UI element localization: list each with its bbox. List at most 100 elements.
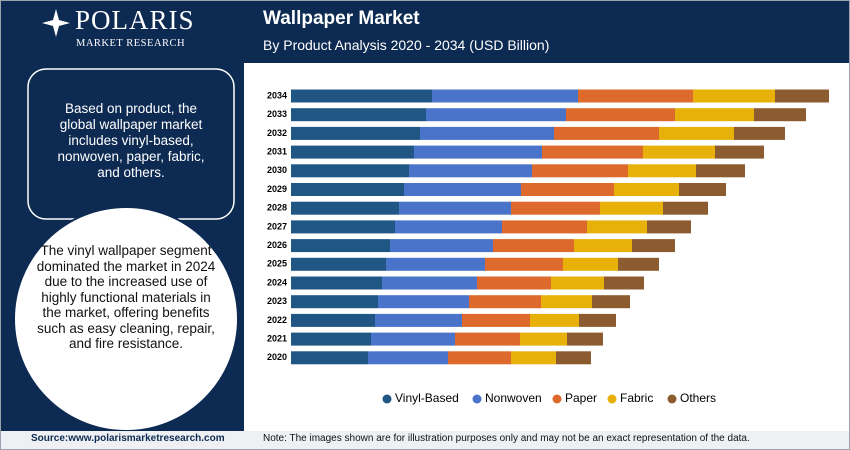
bar-segment (567, 332, 603, 346)
bar-segment (291, 126, 420, 140)
bar-segment (566, 108, 675, 122)
bar-segment (647, 220, 691, 234)
bar-segment (291, 257, 386, 271)
bar-segment (493, 239, 574, 253)
bar-segment (426, 108, 566, 122)
brand-name: POLARIS (75, 5, 195, 35)
bar-segment (628, 164, 696, 178)
legend-swatch (382, 394, 392, 404)
bar-segment (659, 126, 734, 140)
bar-segment (371, 332, 455, 346)
bar-segment (563, 257, 618, 271)
bar-segment (578, 89, 693, 103)
bar-segment (693, 89, 775, 103)
bar-segment (551, 276, 604, 290)
bar-segment (382, 276, 477, 290)
bar-segment (291, 295, 378, 309)
y-tick-label: 2030 (267, 165, 287, 175)
bar-segment (679, 183, 726, 196)
bar-segment (291, 239, 390, 253)
brand-tagline: MARKET RESEARCH (76, 38, 186, 49)
bar-segment (715, 145, 764, 159)
bar-segment (291, 332, 371, 346)
bar-segment (291, 183, 404, 196)
y-tick-label: 2032 (267, 128, 287, 138)
bar-segment (592, 295, 630, 309)
y-tick-label: 2025 (267, 259, 287, 269)
logo-icon (42, 9, 70, 37)
bar-segment (632, 239, 675, 253)
bar-segment (530, 313, 579, 327)
y-tick-label: 2021 (267, 333, 287, 343)
bar-segment (485, 257, 563, 271)
bar-segment (754, 108, 806, 122)
bar-segment (618, 257, 659, 271)
legend-label: Nonwoven (485, 391, 542, 405)
bar-segment (614, 183, 679, 196)
legend-label: Vinyl-Based (395, 391, 459, 405)
bar-segment (291, 220, 395, 234)
note-text: Note: The images shown are for illustrat… (263, 433, 750, 444)
bar-segment (390, 239, 493, 253)
bar-segment (409, 164, 532, 178)
chart-subtitle: By Product Analysis 2020 - 2034 (USD Bil… (263, 37, 550, 53)
legend-label: Paper (565, 391, 597, 405)
bar-segment (600, 201, 663, 215)
legend-swatch (667, 394, 677, 404)
bar-segment (291, 201, 399, 215)
bar-segment (520, 332, 567, 346)
bar-segment (291, 145, 414, 159)
bar-segment (775, 89, 829, 103)
bar-segment (432, 89, 578, 103)
bar-segment (477, 276, 551, 290)
bar-segment (291, 313, 375, 327)
highlight-text: The vinyl wallpaper segment dominated th… (36, 243, 216, 351)
bar-segment (696, 164, 745, 178)
bar-segment (502, 220, 587, 234)
legend-swatch (607, 394, 617, 404)
bar-segment (399, 201, 511, 215)
bar-segment (462, 313, 530, 327)
bar-segment (448, 351, 511, 365)
bar-segment (542, 145, 643, 159)
y-tick-label: 2033 (267, 109, 287, 119)
bar-segment (368, 351, 448, 365)
legend-label: Others (680, 391, 716, 405)
bar-segment (378, 295, 469, 309)
bar-segment (291, 108, 426, 122)
bar-segment (663, 201, 708, 215)
bar-segment (643, 145, 715, 159)
bar-segment (469, 295, 541, 309)
y-tick-label: 2027 (267, 221, 287, 231)
y-tick-label: 2028 (267, 203, 287, 213)
bar-segment (395, 220, 502, 234)
bar-segment (386, 257, 485, 271)
source-text: Source:www.polarismarketresearch.com (31, 433, 225, 444)
bar-segment (574, 239, 632, 253)
legend-label: Fabric (620, 391, 653, 405)
bar-segment (291, 351, 368, 365)
bar-segment (291, 276, 382, 290)
bar-segment (675, 108, 754, 122)
y-tick-label: 2020 (267, 352, 287, 362)
bar-segment (420, 126, 554, 140)
y-tick-label: 2029 (267, 184, 287, 194)
bar-segment (291, 164, 409, 178)
bar-segment (587, 220, 647, 234)
bar-segment (375, 313, 462, 327)
bar-segment (404, 183, 521, 196)
bar-segment (556, 351, 591, 365)
bar-segment (521, 183, 614, 196)
y-tick-label: 2022 (267, 315, 287, 325)
bar-segment (414, 145, 542, 159)
y-tick-label: 2031 (267, 146, 287, 156)
legend-swatch (552, 394, 562, 404)
y-tick-label: 2034 (267, 90, 287, 100)
bar-segment (532, 164, 628, 178)
legend-swatch (472, 394, 482, 404)
bar-segment (291, 89, 432, 103)
bar-segment (554, 126, 659, 140)
bar-segment (511, 201, 600, 215)
y-tick-label: 2026 (267, 240, 287, 250)
